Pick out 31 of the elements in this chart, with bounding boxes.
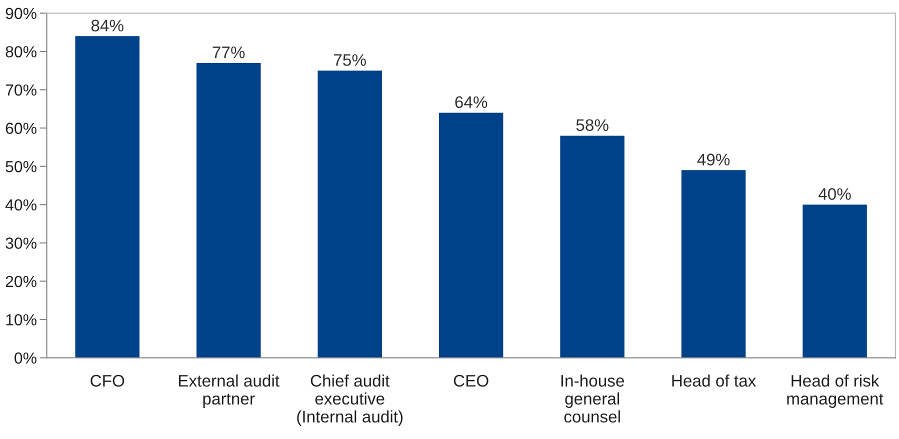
data-label: 58%: [576, 119, 608, 132]
y-tick-label: 60%: [6, 122, 36, 134]
y-tick-label: 20%: [6, 276, 36, 288]
y-tick-label: 70%: [6, 84, 36, 96]
bar: [560, 136, 624, 358]
x-tick-label: CFO: [90, 374, 124, 387]
y-tick-label: 80%: [6, 46, 36, 58]
y-tick-label: 40%: [5, 199, 36, 211]
data-label: 40%: [818, 188, 851, 200]
x-tick-label: Head of risk management: [787, 374, 884, 408]
bar: [438, 112, 504, 358]
x-tick-label: CEO: [454, 374, 488, 387]
x-tick-label: In-house general counsel: [561, 374, 624, 423]
data-label: 49%: [697, 154, 730, 166]
data-label: 75%: [334, 54, 366, 66]
bar: [196, 62, 261, 358]
bar: [75, 36, 140, 358]
bar: [802, 204, 867, 358]
bar: [318, 70, 382, 358]
x-tick-label: External audit partner: [179, 374, 280, 408]
y-tick-label: 0%: [14, 352, 36, 364]
y-tick-label: 90%: [6, 8, 36, 20]
bar: [681, 170, 746, 358]
x-tick-label: Chief audit executive (Internal audit): [297, 374, 403, 426]
y-tick-label: 30%: [6, 238, 36, 249]
data-label: 84%: [91, 20, 124, 32]
data-label: 64%: [455, 96, 488, 108]
x-tick-label: Head of tax: [672, 374, 756, 387]
y-tick-label: 10%: [6, 314, 36, 326]
y-tick-label: 50%: [6, 160, 36, 172]
data-label: 77%: [212, 46, 245, 58]
